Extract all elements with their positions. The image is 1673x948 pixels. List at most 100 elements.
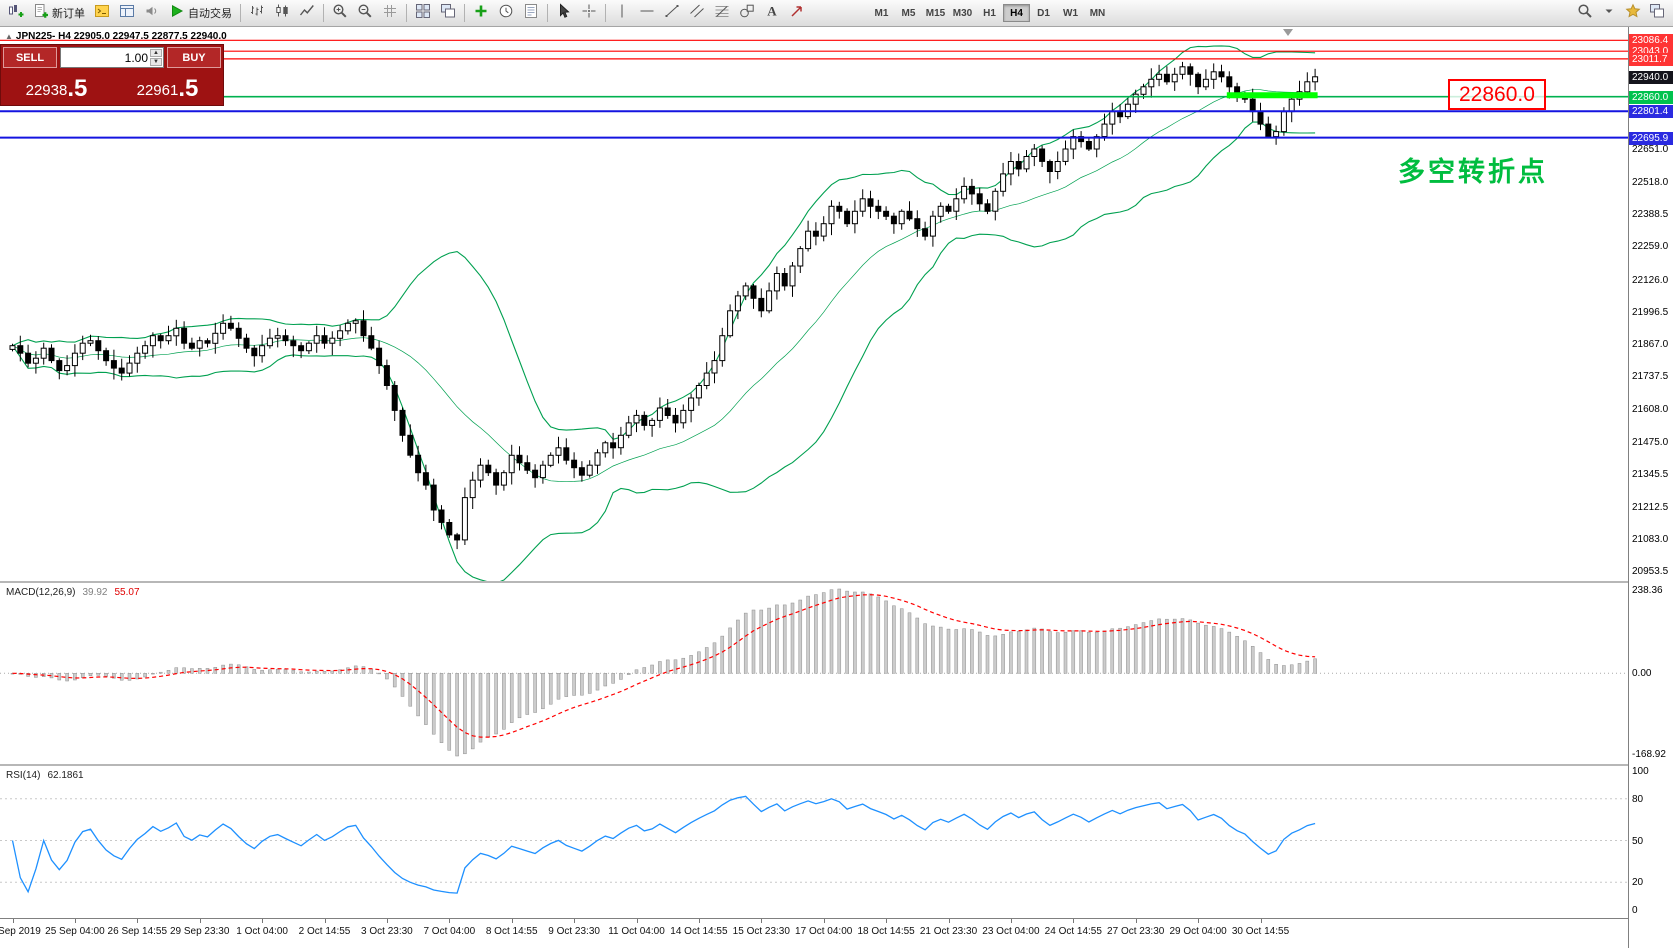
timeframe-d1-button[interactable]: D1 <box>1037 7 1050 19</box>
periods-button[interactable] <box>494 3 518 24</box>
autotrading-button[interactable]: 自动交易 <box>165 3 236 24</box>
tile-icon <box>415 3 431 24</box>
vline-icon <box>614 3 630 24</box>
time-axis-label: 9 Oct 23:30 <box>548 926 600 937</box>
zoom-out-button[interactable] <box>353 3 377 24</box>
time-axis-tick <box>574 919 576 923</box>
buy-button[interactable]: BUY <box>167 47 221 68</box>
hline-icon <box>639 3 655 24</box>
chart-bars-button[interactable] <box>245 3 269 24</box>
data-window-button[interactable] <box>115 3 139 24</box>
y-axis-label: 22518.0 <box>1632 176 1669 188</box>
sell-button[interactable]: SELL <box>3 47 57 68</box>
cascade-windows-button[interactable] <box>436 3 460 24</box>
equidistant-channel-button[interactable] <box>685 3 709 24</box>
macd-scale-label: 0.00 <box>1632 668 1652 680</box>
time-axis-label: 15 Oct 23:30 <box>732 926 790 937</box>
sound-icon <box>144 3 160 24</box>
time-axis-label: 7 Oct 04:00 <box>423 926 476 937</box>
price-annotation-label[interactable]: 22860.0 <box>1448 79 1546 110</box>
shapes-button[interactable] <box>735 3 759 24</box>
price-chart-canvas[interactable] <box>0 27 1628 581</box>
y-axis-label: 21867.0 <box>1632 339 1669 350</box>
crosshair-icon <box>581 3 597 24</box>
trendline-button[interactable] <box>660 3 684 24</box>
arrow-icon <box>789 3 805 24</box>
timeframe-h1-button[interactable]: H1 <box>983 7 996 19</box>
timeframe-m30-button[interactable]: M30 <box>952 7 973 19</box>
channel-icon <box>689 3 705 24</box>
rsi-scale-label: 100 <box>1632 766 1649 777</box>
search-dropdown-button[interactable] <box>1597 3 1621 24</box>
cursor-button[interactable] <box>552 2 576 24</box>
indicators-button[interactable] <box>469 3 493 24</box>
y-axis-label: 22126.0 <box>1632 274 1669 286</box>
time-axis-tick <box>449 919 451 923</box>
y-axis-label: 20953.5 <box>1632 566 1669 578</box>
vertical-line-button[interactable] <box>610 3 634 24</box>
volume-spinner[interactable]: ▲ ▼ <box>150 49 162 66</box>
y-axis-label: 21083.0 <box>1632 534 1669 546</box>
linechart-icon <box>299 3 315 24</box>
new-chart-button[interactable] <box>4 3 28 24</box>
metaeditor-button[interactable] <box>90 3 114 24</box>
macd-scale-label: 238.36 <box>1632 585 1663 596</box>
clock-icon <box>498 3 514 24</box>
templates-button[interactable] <box>519 3 543 24</box>
zoom-in-icon <box>332 3 348 24</box>
timeframe-m1-button[interactable]: M1 <box>874 7 889 19</box>
text-label-button[interactable]: A <box>760 3 784 24</box>
new-order-button[interactable]: 新订单 <box>29 3 89 24</box>
y-axis-label: 22651.0 <box>1632 143 1669 155</box>
zoom-in-button[interactable] <box>328 3 352 24</box>
timeframe-h4-button[interactable]: H4 <box>1003 4 1030 22</box>
horizontal-line-button[interactable] <box>635 3 659 24</box>
timeframe-mn-button[interactable]: MN <box>1089 7 1106 19</box>
timeframe-w1-button[interactable]: W1 <box>1063 7 1078 19</box>
timeframe-m15-button[interactable]: M15 <box>925 7 946 19</box>
panel-separator[interactable] <box>0 764 1673 766</box>
text-annotation[interactable]: 多空转折点 <box>1398 157 1548 187</box>
volume-input[interactable]: 1.00 ▲ ▼ <box>60 47 164 68</box>
time-axis-label: 23 Oct 04:00 <box>982 926 1040 937</box>
fibonacci-button[interactable] <box>710 3 734 24</box>
editor-icon <box>94 3 110 24</box>
time-axis-tick <box>1135 919 1137 923</box>
time-axis-tick <box>386 919 388 923</box>
rsi-scale-label: 0 <box>1632 905 1638 916</box>
chart-shift-handle[interactable] <box>1283 29 1293 36</box>
time-axis-label: 11 Oct 04:00 <box>608 926 665 937</box>
time-axis-tick <box>74 919 76 923</box>
timeframe-m5-button[interactable]: M5 <box>901 7 916 19</box>
toolbar-separator <box>547 4 548 22</box>
price-tag: 22860.0 <box>1629 90 1673 104</box>
spin-down-icon[interactable]: ▼ <box>150 58 162 66</box>
time-axis-label: 14 Oct 14:55 <box>670 926 728 937</box>
time-axis-label: 17 Oct 04:00 <box>795 926 853 937</box>
spin-up-icon[interactable]: ▲ <box>150 49 162 57</box>
time-axis-label: 18 Oct 14:55 <box>857 926 915 937</box>
rsi-panel-canvas[interactable] <box>0 766 1628 918</box>
tile-windows-button[interactable] <box>411 3 435 24</box>
crosshair-button[interactable] <box>577 3 601 24</box>
price-tag: 22940.0 <box>1629 70 1673 84</box>
price-tag: 23086.4 <box>1629 34 1673 48</box>
macd-panel-canvas[interactable] <box>0 583 1628 764</box>
y-axis-label: 22388.5 <box>1632 209 1669 221</box>
time-axis-tick <box>1073 919 1075 923</box>
rsi-scale-label: 50 <box>1632 835 1644 847</box>
arrows-button[interactable] <box>785 3 809 24</box>
alerts-button[interactable] <box>140 3 164 24</box>
volume-value: 1.00 <box>124 50 148 65</box>
chart-candles-button[interactable] <box>270 3 294 24</box>
search-button[interactable] <box>1573 3 1597 24</box>
chart-line-button[interactable] <box>295 3 319 24</box>
cascade-icon <box>440 3 456 24</box>
time-axis-label: 3 Oct 23:30 <box>361 926 413 937</box>
grid-button[interactable] <box>378 3 402 24</box>
panel-separator[interactable] <box>0 581 1673 583</box>
bars-icon <box>249 3 265 24</box>
window-layout-button[interactable] <box>1645 3 1669 24</box>
play-icon <box>169 3 185 24</box>
favorites-button[interactable] <box>1621 3 1645 24</box>
